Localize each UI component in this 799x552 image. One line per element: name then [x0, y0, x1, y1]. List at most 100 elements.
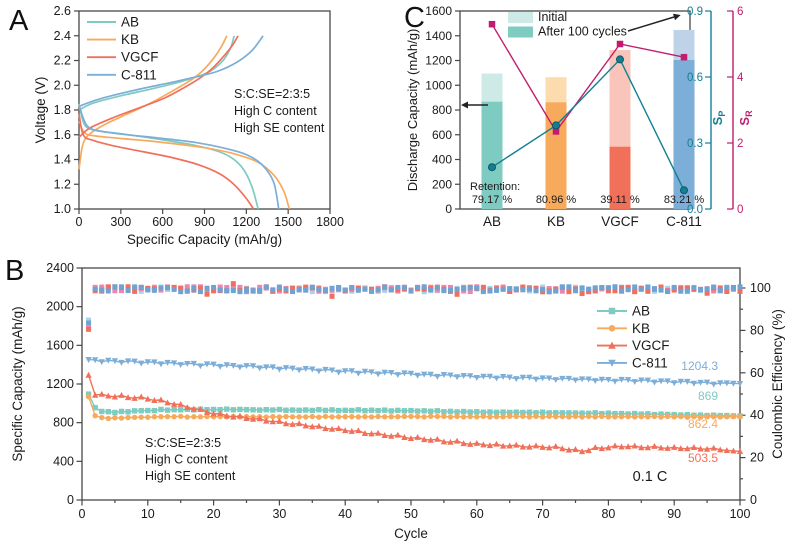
C-811-point [342, 368, 349, 375]
panel-a-plot: 0 300 600 900 1200 1500 1800 1.0 1.2 1.4 1.6 1.8 2.0… [33, 4, 344, 247]
VGCF-point [203, 408, 211, 415]
ce-point-VGCF [678, 286, 684, 292]
ce-point-KB [112, 288, 118, 294]
AB-point [316, 407, 322, 413]
AB-point [526, 409, 533, 415]
panel-b-cycling-performance-chart: 0 10 20 30 40 50 60 70 80 90 100040080012001600200… [10, 261, 785, 541]
C-811-point [236, 364, 244, 371]
VGCF-point [697, 445, 704, 452]
AB-point [480, 409, 487, 415]
C-811-point [697, 379, 704, 386]
AB-point [171, 406, 177, 413]
C-811-point [177, 362, 184, 369]
ce-point-C-811 [428, 287, 434, 293]
KB-point [467, 413, 473, 420]
ce-point-C-811 [632, 284, 638, 290]
ce-point-C-811 [665, 289, 671, 295]
C-811-point [513, 376, 520, 383]
KB-point [99, 414, 105, 421]
x-tick-label: 30 [272, 507, 286, 521]
KB-point [296, 414, 302, 420]
KB-point [500, 414, 506, 420]
ce-point-C-811 [717, 288, 723, 294]
C-811-point [256, 365, 263, 372]
legend-marker-KB [608, 325, 616, 332]
VGCF-point [546, 444, 553, 451]
VGCF-point [651, 442, 658, 449]
panel-a-label: A [9, 5, 29, 37]
ce-point-C-811 [138, 284, 144, 290]
AB-point [217, 407, 223, 413]
KB-point [303, 414, 309, 420]
ce-point-C-811 [329, 285, 335, 291]
VGCF-point [328, 425, 336, 432]
category-label-VGCF: VGCF [601, 214, 639, 229]
ce-point-C-811 [382, 284, 388, 290]
ce-point-C-811 [145, 287, 151, 293]
VGCF-point [552, 442, 559, 449]
ce-point-C-811 [730, 285, 736, 291]
VGCF-point [565, 446, 573, 453]
category-label-AB: AB [483, 214, 501, 229]
KB-point [178, 413, 184, 420]
KB-point [283, 413, 289, 420]
VGCF-point [486, 442, 494, 449]
series-C-811 [85, 357, 744, 388]
KB-point [428, 413, 434, 420]
KB-point [197, 414, 204, 420]
KB-point [697, 414, 704, 420]
ce-point-C-811 [507, 286, 513, 292]
ce-point-C-811 [513, 286, 519, 292]
legend-swatch [508, 12, 533, 23]
x-tick-label: 60 [470, 507, 484, 521]
ce-point-C-811 [461, 286, 467, 292]
x-axis-label: Specific Capacity (mAh/g) [127, 232, 282, 247]
ce-point-VGCF [454, 291, 460, 297]
AB-point [355, 407, 362, 413]
series-KB [78, 35, 291, 210]
KB-point [737, 413, 743, 420]
C-811-point [493, 375, 500, 382]
KB-point [145, 414, 151, 420]
legend-label-AB: AB [121, 15, 139, 30]
ce-point-C-811 [230, 288, 236, 294]
legend-marker-VGCF [608, 341, 616, 349]
sp-point [552, 121, 560, 130]
KB-point [678, 413, 684, 420]
y-tick-label: 2000 [46, 300, 74, 314]
VGCF-point [506, 442, 513, 449]
C-811-point [85, 357, 92, 363]
series-VGCF [78, 35, 255, 210]
C-811-point [552, 377, 559, 384]
legend-label: After 100 cycles [538, 25, 627, 39]
AB-point [178, 407, 184, 413]
ce-point-VGCF [329, 293, 335, 299]
C-811-point [421, 371, 428, 378]
sr-axis: 0 2 4 6 SR [727, 6, 754, 216]
KB-point [401, 413, 408, 420]
ce-point-C-811 [276, 284, 282, 290]
ce-point-C-811 [540, 287, 546, 293]
ce-point-C-811 [467, 285, 473, 291]
AB-point [270, 407, 276, 413]
AB-point [303, 407, 309, 413]
y-tick-label: 1.0 [54, 202, 71, 216]
series-VGCF [85, 371, 744, 455]
AB-point [434, 408, 441, 414]
VGCF-point [460, 440, 467, 447]
y2-tick-label: 60 [750, 366, 764, 380]
sr-point [552, 128, 560, 135]
C-811-point [407, 370, 415, 377]
VGCF-point [657, 444, 665, 451]
ce-point-KB [230, 284, 236, 290]
sr-line [491, 23, 685, 133]
ce-point-VGCF [290, 285, 296, 291]
AB-point [381, 407, 388, 413]
ce-point-C-811 [454, 286, 460, 292]
VGCF-point [197, 405, 204, 412]
sr-tick-label: 4 [737, 72, 744, 84]
KB-point [717, 414, 723, 420]
annotation-line: High C content [234, 104, 317, 118]
VGCF-point [526, 443, 533, 450]
KB-point [507, 413, 513, 420]
